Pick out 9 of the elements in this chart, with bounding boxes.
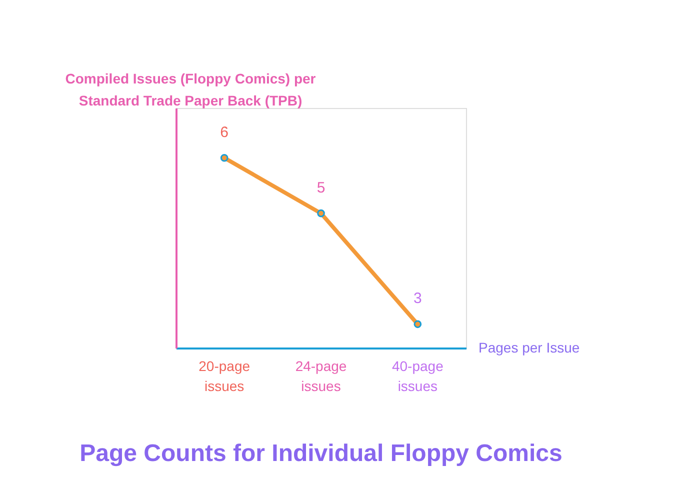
x-axis-title: Pages per Issue [478,340,580,356]
x-tick-label: 24-page issues [295,358,347,394]
data-label: 5 [316,179,326,196]
x-tick-label: 20-page issues [198,358,250,394]
y-axis-title: Compiled Issues (Floppy Comics) per Standard Trade Paper Back (TPB) [65,70,316,108]
data-label: 3 [413,290,422,308]
data-label: 6 [220,124,229,141]
text: Page Counts for Individual Floppy Comics [80,440,562,467]
x-tick-label: 40-page issues [392,358,444,394]
